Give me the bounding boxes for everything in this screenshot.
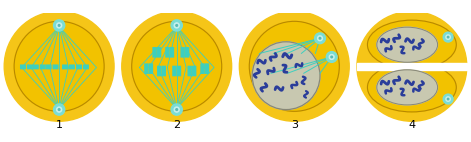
Circle shape (443, 94, 453, 104)
FancyBboxPatch shape (192, 66, 196, 76)
FancyBboxPatch shape (40, 64, 46, 69)
FancyBboxPatch shape (144, 63, 149, 74)
Circle shape (447, 98, 449, 100)
FancyBboxPatch shape (20, 64, 26, 69)
Circle shape (54, 20, 65, 31)
Text: 4: 4 (408, 120, 415, 130)
Ellipse shape (252, 42, 320, 110)
FancyBboxPatch shape (69, 64, 75, 69)
FancyBboxPatch shape (187, 66, 192, 76)
Circle shape (57, 107, 62, 112)
Circle shape (132, 21, 222, 111)
Circle shape (57, 23, 62, 28)
FancyBboxPatch shape (200, 63, 205, 74)
Text: 2: 2 (173, 120, 180, 130)
Bar (357, 63, 467, 70)
FancyBboxPatch shape (76, 64, 82, 69)
Circle shape (331, 56, 333, 58)
Circle shape (171, 20, 182, 31)
FancyBboxPatch shape (205, 63, 209, 74)
Circle shape (317, 36, 323, 41)
Circle shape (122, 11, 232, 121)
FancyBboxPatch shape (53, 64, 58, 69)
Circle shape (174, 23, 179, 28)
FancyBboxPatch shape (177, 66, 181, 76)
Ellipse shape (377, 70, 438, 105)
FancyBboxPatch shape (62, 64, 68, 69)
Circle shape (329, 55, 334, 59)
FancyBboxPatch shape (33, 64, 39, 69)
Circle shape (443, 32, 453, 42)
Circle shape (446, 35, 450, 39)
Ellipse shape (367, 63, 456, 112)
Circle shape (315, 33, 325, 44)
FancyBboxPatch shape (185, 47, 189, 58)
FancyBboxPatch shape (165, 47, 170, 58)
Circle shape (58, 109, 60, 110)
Circle shape (4, 11, 114, 121)
Circle shape (357, 11, 467, 121)
Circle shape (319, 37, 321, 39)
Circle shape (14, 21, 104, 111)
FancyBboxPatch shape (162, 66, 166, 76)
FancyBboxPatch shape (170, 47, 174, 58)
Circle shape (171, 104, 182, 115)
FancyBboxPatch shape (157, 66, 162, 76)
Circle shape (447, 36, 449, 38)
Circle shape (54, 104, 65, 115)
FancyBboxPatch shape (46, 64, 52, 69)
FancyBboxPatch shape (157, 47, 161, 58)
FancyBboxPatch shape (172, 66, 177, 76)
Circle shape (176, 25, 178, 26)
FancyBboxPatch shape (149, 63, 153, 74)
FancyBboxPatch shape (83, 64, 89, 69)
FancyBboxPatch shape (180, 47, 185, 58)
Circle shape (446, 97, 450, 101)
Ellipse shape (377, 27, 438, 62)
Ellipse shape (367, 20, 456, 69)
FancyBboxPatch shape (27, 64, 33, 69)
Circle shape (249, 21, 339, 111)
Circle shape (326, 52, 337, 62)
Circle shape (176, 109, 178, 110)
Circle shape (174, 107, 179, 112)
FancyBboxPatch shape (153, 47, 157, 58)
Text: 1: 1 (56, 120, 63, 130)
Circle shape (239, 11, 349, 121)
Circle shape (58, 25, 60, 26)
Text: 3: 3 (291, 120, 298, 130)
